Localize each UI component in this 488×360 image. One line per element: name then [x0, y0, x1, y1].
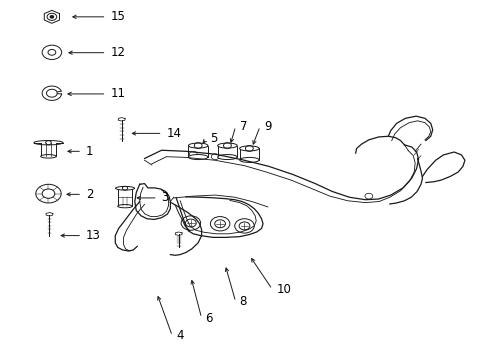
Text: 4: 4 — [176, 329, 183, 342]
Bar — [41, 143, 56, 156]
Ellipse shape — [34, 140, 63, 145]
Text: 11: 11 — [110, 87, 125, 100]
Ellipse shape — [188, 143, 207, 148]
Text: 9: 9 — [264, 120, 271, 133]
Text: 5: 5 — [210, 132, 217, 145]
Ellipse shape — [118, 204, 132, 208]
Text: 15: 15 — [110, 10, 125, 23]
Ellipse shape — [41, 154, 56, 158]
Bar — [118, 188, 132, 206]
Text: 2: 2 — [86, 188, 93, 201]
Text: 12: 12 — [110, 46, 125, 59]
Ellipse shape — [239, 157, 259, 162]
Text: 8: 8 — [239, 296, 246, 309]
Bar — [239, 148, 259, 160]
Text: 7: 7 — [239, 120, 246, 133]
Ellipse shape — [115, 186, 134, 190]
Bar — [217, 145, 237, 157]
Circle shape — [50, 16, 53, 18]
Text: 10: 10 — [276, 283, 290, 296]
Ellipse shape — [188, 154, 207, 159]
Ellipse shape — [217, 154, 237, 159]
Ellipse shape — [217, 143, 237, 148]
Ellipse shape — [239, 146, 259, 151]
Text: 3: 3 — [161, 192, 169, 204]
Text: 13: 13 — [86, 229, 101, 242]
Text: 14: 14 — [166, 127, 181, 140]
Bar — [188, 145, 207, 157]
Text: 6: 6 — [205, 311, 213, 325]
Text: 1: 1 — [86, 145, 93, 158]
